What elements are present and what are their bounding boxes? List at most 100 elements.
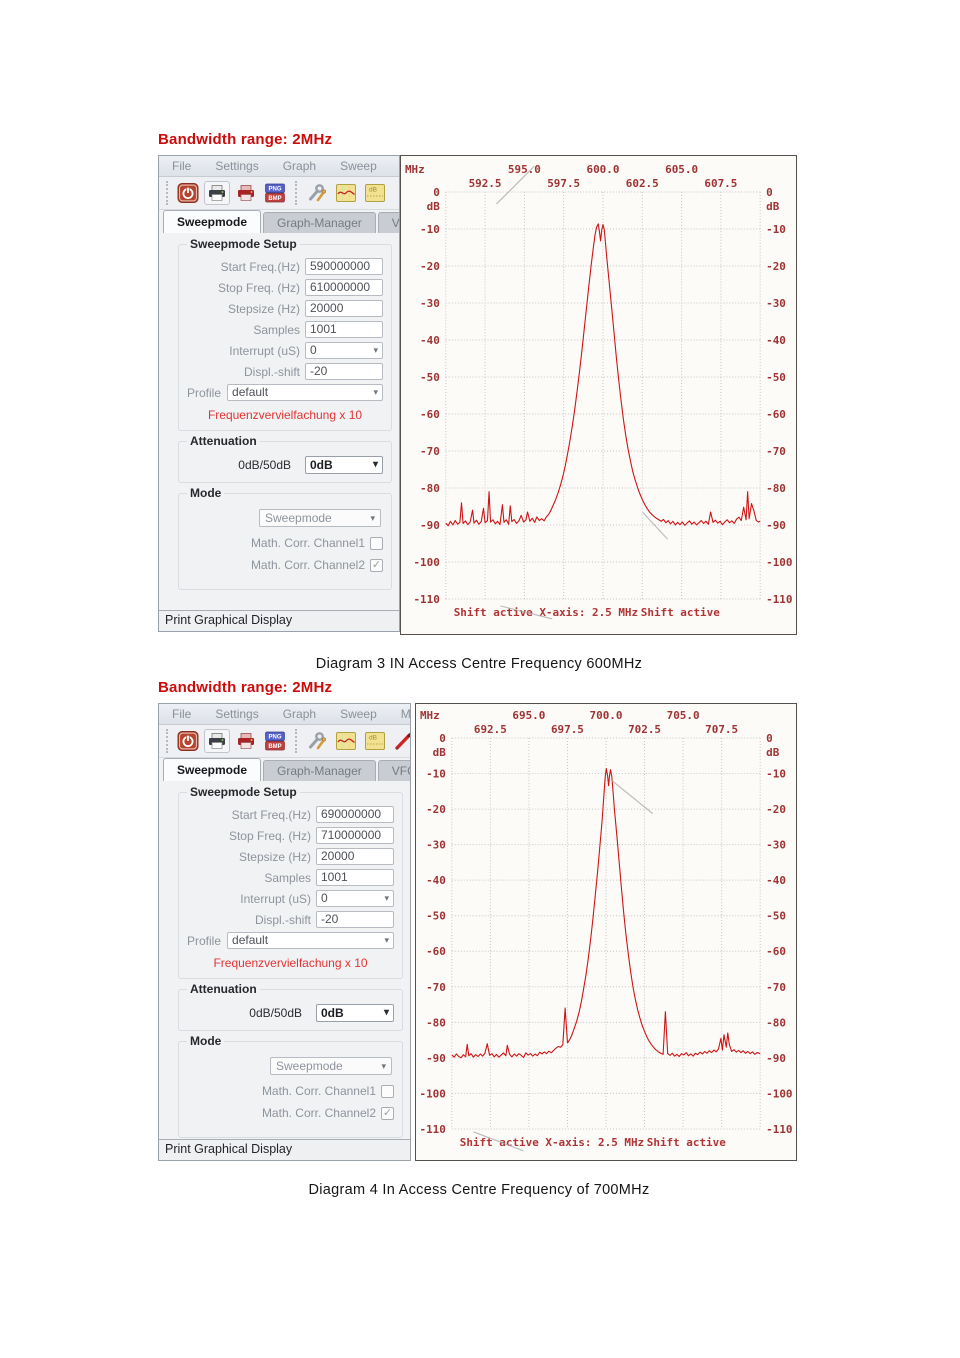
menu-measurement[interactable]: Measurement (400, 707, 410, 721)
stop-freq-input[interactable]: 710000000 (316, 827, 394, 844)
mode-combo-row: Sweepmode ▾ (187, 509, 381, 527)
y-axis-tick-label: -30 (426, 839, 446, 852)
mode-select[interactable]: Sweepmode ▾ (270, 1057, 392, 1075)
field-row-interrupt: Interrupt (uS) 0 ▾ (187, 890, 394, 907)
scratch-mark (473, 1131, 524, 1152)
y-axis-tick-label: -100 (766, 1087, 792, 1100)
power-icon[interactable] (175, 181, 201, 205)
shift-active-label: Shift active (641, 606, 720, 619)
x-axis-tick-label: 602.5 (626, 177, 659, 190)
stepsize-label: Stepsize (Hz) (238, 849, 311, 864)
tab-graph-manager[interactable]: Graph-Manager (263, 212, 376, 233)
interrupt-value: 0 (321, 891, 328, 905)
attenuation-select[interactable]: 0dB ▾ (316, 1003, 394, 1022)
profile-select[interactable]: default ▾ (227, 932, 394, 949)
displ-shift-input[interactable]: -20 (305, 363, 383, 380)
graph-icon[interactable] (333, 729, 359, 753)
y-axis-tick-label: -40 (420, 334, 440, 347)
menu-settings[interactable]: Settings (215, 707, 259, 721)
stop-freq-input[interactable]: 610000000 (305, 279, 383, 296)
y-axis-tick-label: -10 (420, 223, 440, 236)
math-corr-channel2-checkbox[interactable]: ✓ (370, 558, 383, 572)
x-axis-tick-label: 597.5 (547, 177, 580, 190)
math-corr-channel1-checkbox[interactable] (370, 536, 383, 550)
field-row-stop-freq: Stop Freq. (Hz) 710000000 (187, 827, 394, 844)
db-icon[interactable]: dB (362, 729, 388, 753)
menu-file[interactable]: File (172, 159, 192, 173)
bandwidth-heading: Bandwidth range: 2MHz (158, 679, 333, 696)
power-icon[interactable] (175, 729, 201, 753)
tab-sweepmode[interactable]: Sweepmode (163, 758, 262, 781)
stepsize-input[interactable]: 20000 (316, 848, 394, 865)
pen-icon[interactable] (391, 729, 410, 753)
graph-icon[interactable] (333, 181, 359, 205)
y-axis-tick-label: -50 (426, 910, 446, 923)
mode-select[interactable]: Sweepmode ▾ (259, 509, 381, 527)
start-freq-value: 690000000 (321, 807, 382, 821)
profile-select[interactable]: default ▾ (227, 384, 383, 401)
shift-active-label: Shift active (647, 1136, 726, 1149)
samples-input[interactable]: 1001 (305, 321, 383, 338)
y-axis-tick-label: -60 (426, 945, 446, 958)
field-row-profile: Profile default ▾ (187, 384, 383, 401)
tab-vfo[interactable]: VFO (377, 212, 399, 233)
print-color-icon[interactable] (233, 729, 259, 753)
print-color-icon[interactable] (233, 181, 259, 205)
displ-shift-input[interactable]: -20 (316, 911, 394, 928)
bandwidth-heading: Bandwidth range: 2MHz (158, 131, 333, 148)
samples-label: Samples (264, 870, 311, 885)
tab-graph-manager[interactable]: Graph-Manager (263, 760, 376, 781)
mode-combo-row: Sweepmode ▾ (187, 1057, 392, 1075)
menu-graph[interactable]: Graph (282, 707, 317, 721)
attenuation-select[interactable]: 0dB ▾ (305, 455, 383, 474)
menu-file[interactable]: File (172, 707, 192, 721)
x-axis-tick-label: 605.0 (665, 163, 698, 176)
menu-graph[interactable]: Graph (282, 159, 317, 173)
chevron-down-icon: ▾ (373, 345, 378, 355)
toolbar: PNG BMP dB (159, 177, 399, 210)
y-axis-tick-label: -40 (426, 874, 446, 887)
stepsize-value: 20000 (310, 301, 344, 315)
math-corr-channel2-checkbox[interactable]: ✓ (381, 1106, 394, 1120)
chevron-down-icon: ▾ (373, 387, 378, 397)
x-axis-tick-label: 695.0 (512, 709, 545, 722)
tools-icon[interactable] (304, 181, 330, 205)
stepsize-input[interactable]: 20000 (305, 300, 383, 317)
png-bmp-icon[interactable]: PNG BMP (262, 729, 288, 753)
x-axis-tick-label: 697.5 (551, 723, 584, 736)
db-icon[interactable]: dB (362, 181, 388, 205)
interrupt-label: Interrupt (uS) (240, 891, 311, 906)
samples-input[interactable]: 1001 (316, 869, 394, 886)
png-bmp-icon[interactable]: PNG BMP (262, 181, 288, 205)
menu-sweep[interactable]: Sweep (340, 159, 377, 173)
displ-shift-label: Displ.-shift (243, 364, 300, 379)
scratch-mark (496, 165, 535, 205)
y-axis-tick-label: -70 (420, 445, 440, 458)
menu-sweep[interactable]: Sweep (340, 707, 377, 721)
math-corr-channel1-checkbox[interactable] (381, 1084, 394, 1098)
interrupt-select[interactable]: 0 ▾ (316, 890, 394, 907)
menu-bar: FileSettingsGraphSweepMeasurement (159, 156, 399, 177)
math-corr-checkboxes: Math. Corr. Channel1 Math. Corr. Channel2… (187, 1084, 394, 1120)
start-freq-input[interactable]: 590000000 (305, 258, 383, 275)
field-row-samples: Samples 1001 (187, 321, 383, 338)
checkbox-row-math-corr-channel2: Math. Corr. Channel2 ✓ (187, 558, 383, 572)
print-icon[interactable] (204, 181, 230, 205)
menu-settings[interactable]: Settings (215, 159, 259, 173)
y-axis-tick-label: -110 (766, 1123, 792, 1136)
y-axis-tick-label: -110 (413, 593, 439, 606)
interrupt-select[interactable]: 0 ▾ (305, 342, 383, 359)
y-axis-tick-label: -40 (766, 334, 786, 347)
checkbox-row-math-corr-channel2: Math. Corr. Channel2 ✓ (187, 1106, 394, 1120)
print-icon[interactable] (204, 729, 230, 753)
tab-vfo[interactable]: VFO (377, 760, 410, 781)
samples-label: Samples (253, 322, 300, 337)
tab-sweepmode[interactable]: Sweepmode (163, 210, 262, 233)
y-axis-unit-label: dB (766, 200, 780, 213)
tools-icon[interactable] (304, 729, 330, 753)
start-freq-input[interactable]: 690000000 (316, 806, 394, 823)
profile-value: default (232, 385, 269, 399)
y-axis-tick-label: -40 (766, 874, 786, 887)
y-axis-tick-label: -90 (766, 519, 786, 532)
